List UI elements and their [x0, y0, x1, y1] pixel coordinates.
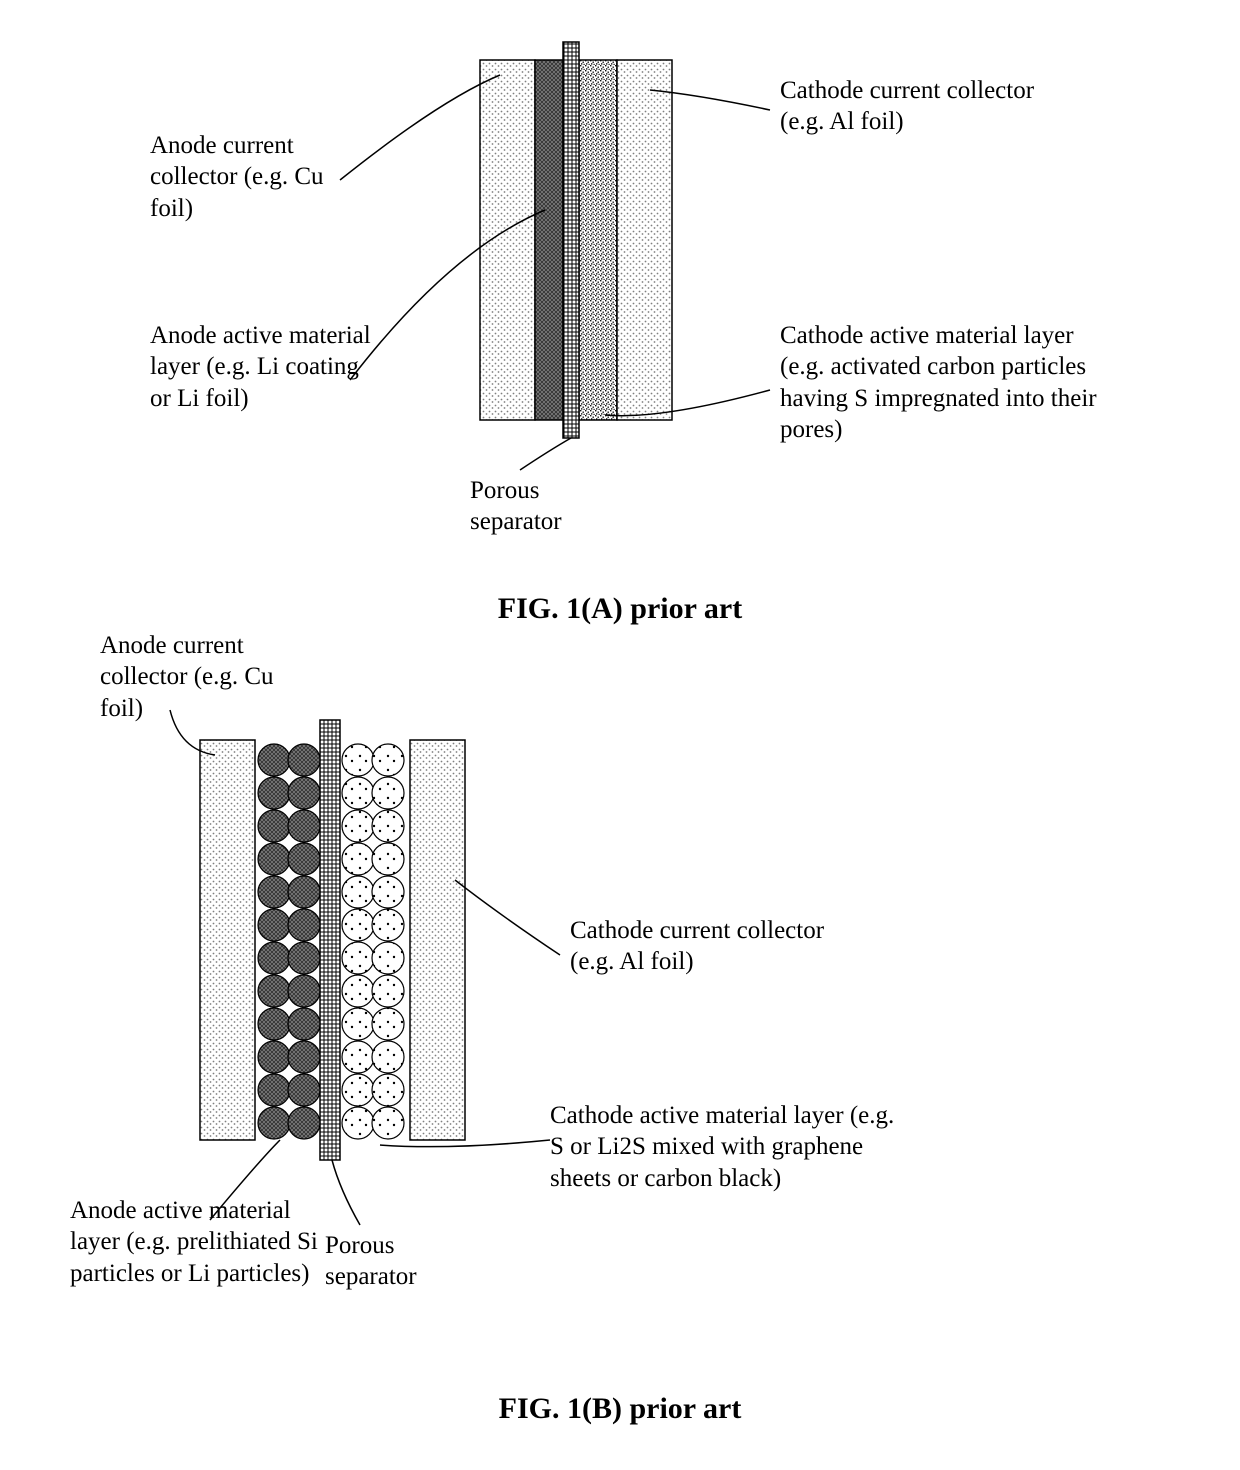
- caption-fig-a: FIG. 1(A) prior art: [20, 592, 1220, 626]
- label-anode-collector-a: Anode current collector (e.g. Cu foil): [150, 130, 360, 224]
- cathode-active-particles: [342, 744, 404, 1139]
- cathode-current-collector: [617, 60, 672, 420]
- label-anode-active-a: Anode active material layer (e.g. Li coa…: [150, 320, 380, 414]
- figure-b: Anode current collector (e.g. Cu foil) A…: [20, 640, 1220, 1380]
- label-porous-separator-b: Porous separator: [325, 1230, 475, 1293]
- cathode-active-layer: [579, 60, 617, 420]
- anode-current-collector: [200, 740, 255, 1140]
- porous-separator: [563, 42, 579, 438]
- anode-active-particles: [258, 744, 320, 1139]
- label-cathode-collector-a: Cathode current collector (e.g. Al foil): [780, 75, 1040, 138]
- label-cathode-active-a: Cathode active material layer (e.g. acti…: [780, 320, 1100, 445]
- label-anode-collector-b: Anode current collector (e.g. Cu foil): [100, 630, 310, 724]
- cathode-current-collector: [410, 740, 465, 1140]
- porous-separator: [320, 720, 340, 1160]
- anode-current-collector: [480, 60, 535, 420]
- label-cathode-active-b: Cathode active material layer (e.g. S or…: [550, 1100, 910, 1194]
- anode-active-layer: [535, 60, 563, 420]
- label-porous-separator-a: Porous separator: [470, 475, 620, 538]
- label-cathode-collector-b: Cathode current collector (e.g. Al foil): [570, 915, 830, 978]
- label-anode-active-b: Anode active material layer (e.g. prelit…: [70, 1195, 330, 1289]
- figure-a-svg: [20, 20, 1220, 560]
- caption-fig-b: FIG. 1(B) prior art: [20, 1392, 1220, 1426]
- figure-a: Anode current collector (e.g. Cu foil) A…: [20, 20, 1220, 580]
